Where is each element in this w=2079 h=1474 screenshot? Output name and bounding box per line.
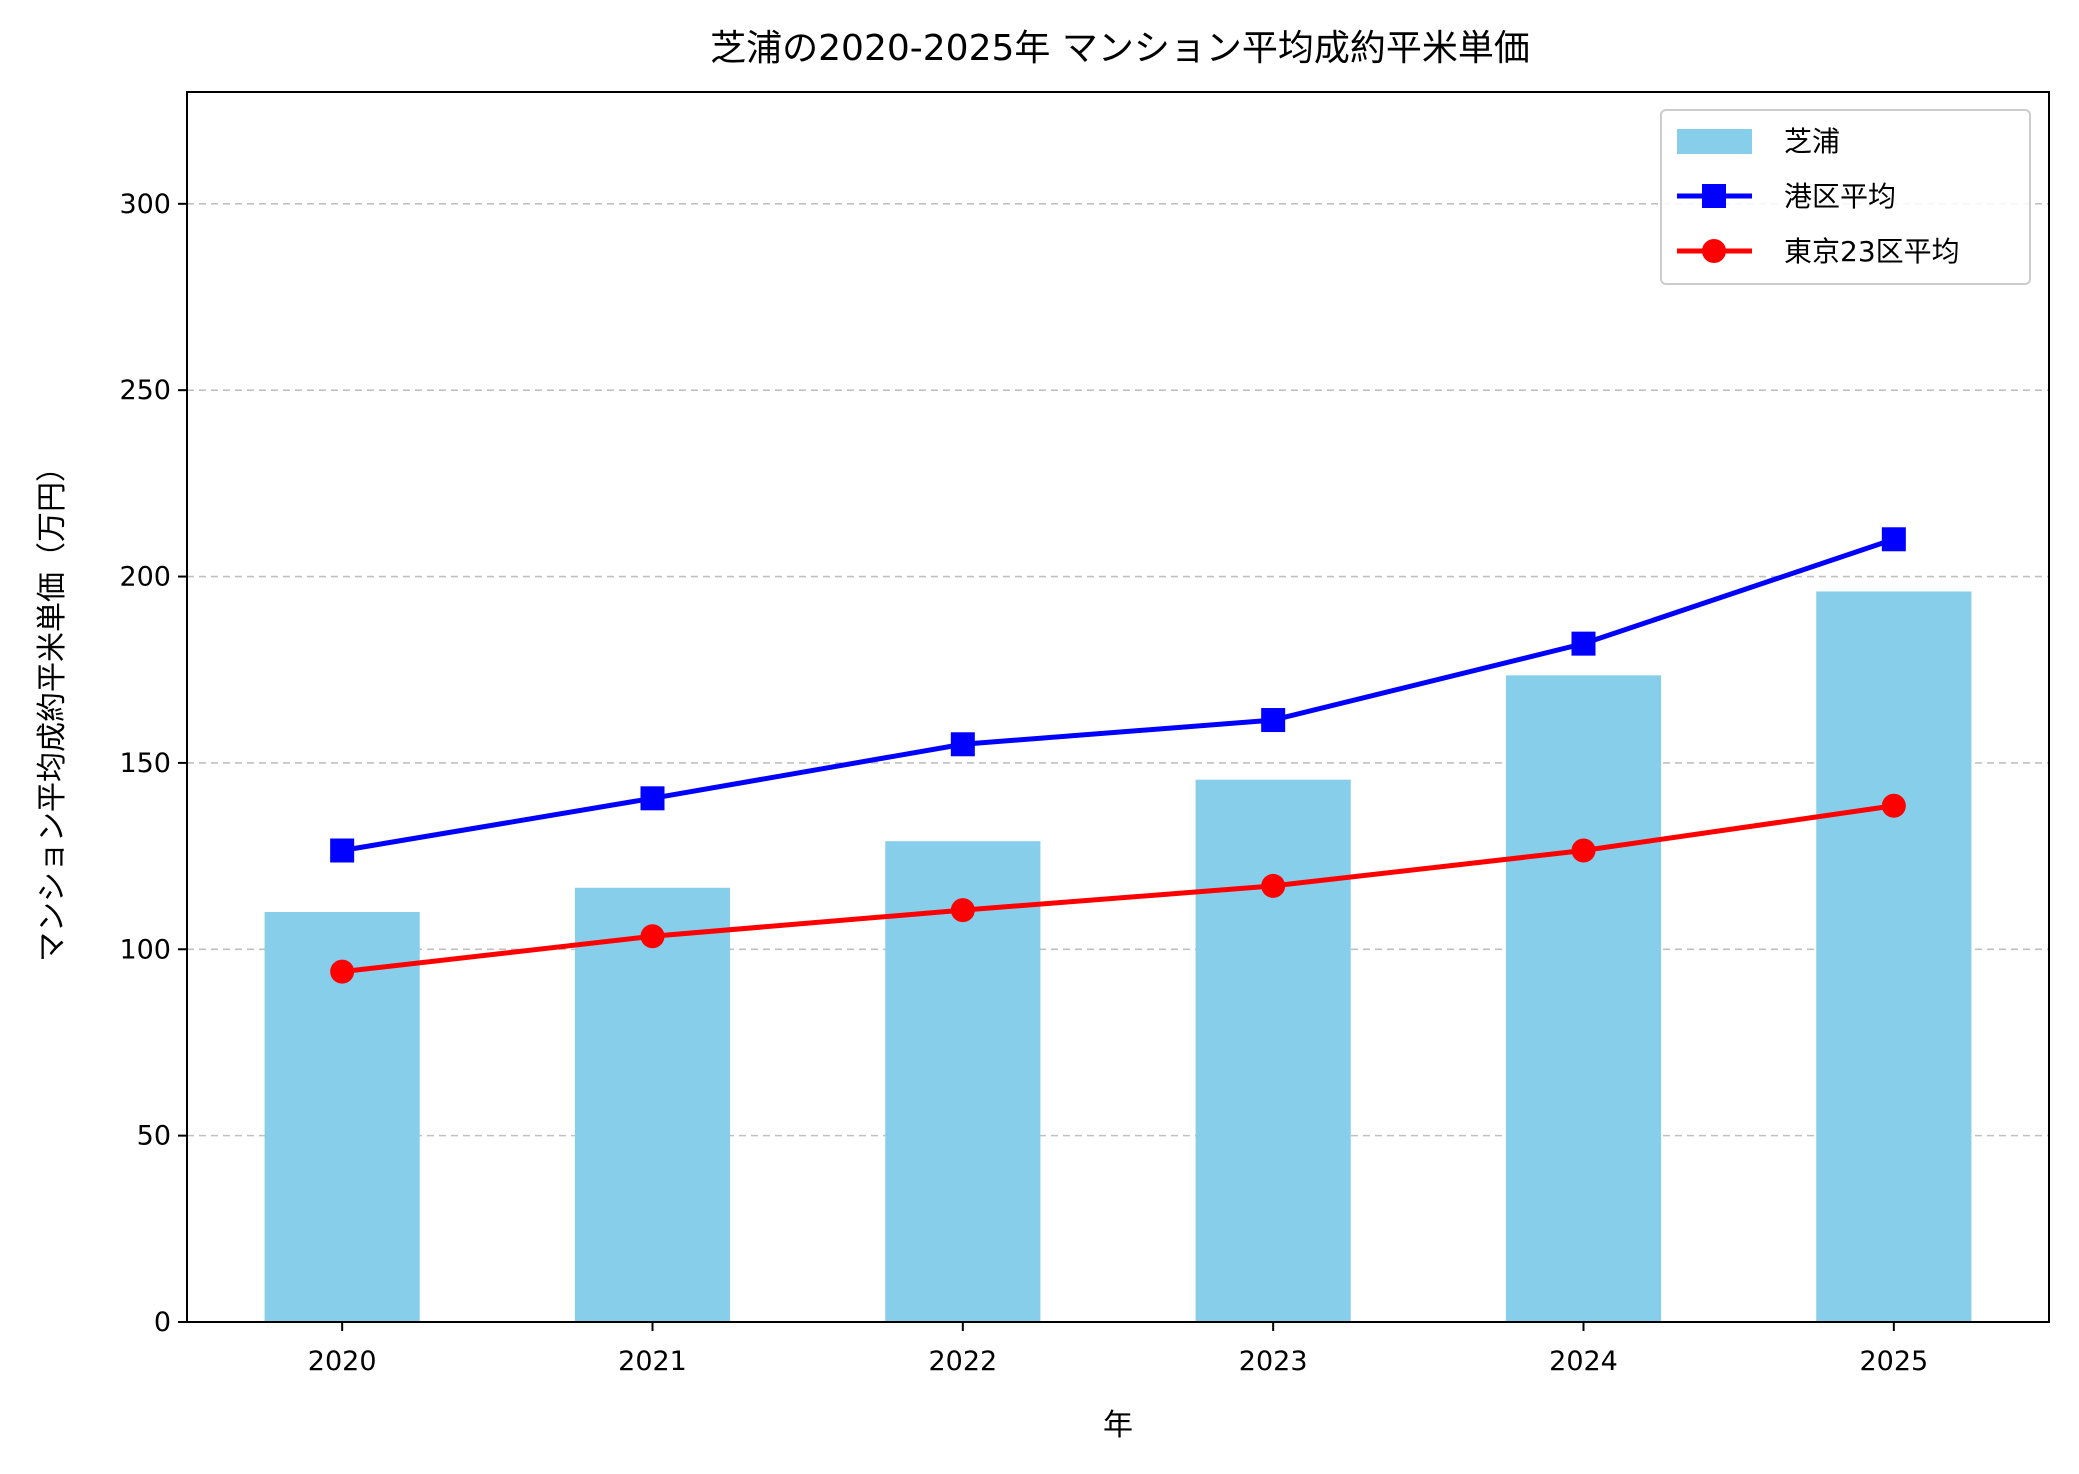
y-tick-label: 200 — [119, 562, 171, 593]
x-tick-label: 2021 — [618, 1346, 687, 1377]
plot-frame — [186, 91, 2050, 1323]
x-tick-label: 2022 — [928, 1346, 997, 1377]
y-axis-label: マンション平均成約平米単価（万円） — [35, 452, 70, 962]
bar-2023 — [1195, 779, 1351, 1322]
legend-label: 芝浦 — [1784, 125, 1840, 158]
point-square — [1881, 527, 1906, 552]
point-circle — [640, 924, 665, 949]
legend-label: 港区平均 — [1784, 180, 1896, 213]
legend-marker-square — [1702, 184, 1726, 208]
bar-2021 — [574, 887, 731, 1322]
y-tick-label: 100 — [119, 934, 171, 965]
legend-marker-circle — [1702, 239, 1726, 263]
x-tick-label: 2025 — [1859, 1346, 1928, 1377]
point-square — [1571, 631, 1596, 656]
x-axis-label: 年 — [1103, 1408, 1133, 1443]
legend-label: 東京23区平均 — [1784, 235, 1960, 268]
point-circle — [1571, 838, 1596, 863]
y-tick-label: 150 — [119, 748, 171, 779]
point-circle — [1881, 793, 1906, 818]
legend-swatch-bar — [1677, 129, 1752, 154]
line-港区平均 — [341, 536, 1895, 853]
x-tick-label: 2020 — [308, 1346, 377, 1377]
y-tick-label: 250 — [119, 375, 171, 406]
line-東京23区平均 — [341, 803, 1895, 975]
point-square — [330, 838, 355, 863]
point-square — [640, 786, 665, 811]
y-tick-label: 300 — [119, 189, 171, 220]
x-tick-label: 2023 — [1239, 1346, 1308, 1377]
point-circle — [330, 959, 355, 984]
chart-title: 芝浦の2020-2025年 マンション平均成約平米単価 — [710, 28, 1530, 69]
point-square — [950, 732, 975, 757]
bar-2025 — [1816, 591, 1972, 1322]
bar-2024 — [1505, 675, 1662, 1322]
point-circle — [950, 898, 975, 923]
point-circle — [1261, 873, 1286, 898]
y-tick-label: 50 — [137, 1121, 171, 1152]
point-square — [1261, 708, 1286, 733]
x-tick-label: 2024 — [1549, 1346, 1618, 1377]
y-tick-label: 0 — [154, 1307, 171, 1338]
